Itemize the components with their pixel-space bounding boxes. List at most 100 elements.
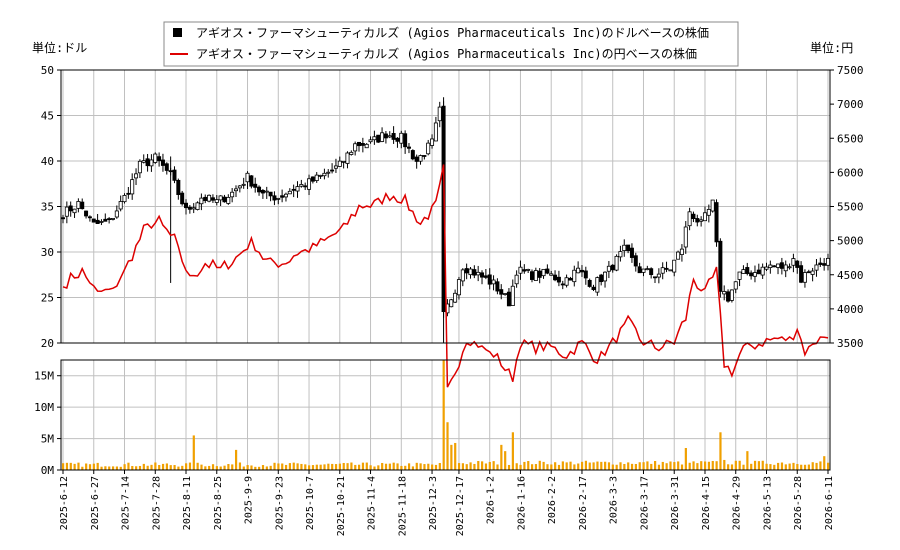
volume-bar	[300, 463, 303, 470]
candle-body	[656, 273, 661, 278]
candle-body	[614, 255, 619, 271]
volume-bar	[773, 464, 776, 470]
volume-bar	[611, 464, 614, 470]
candle-body	[491, 279, 496, 285]
volume-bar	[96, 462, 99, 470]
candle-body	[472, 269, 477, 276]
candle-body	[622, 244, 627, 251]
candle-body	[826, 257, 831, 266]
volume-bars	[62, 360, 830, 470]
volume-bar	[588, 462, 591, 470]
volume-bar	[661, 461, 664, 470]
candle-body	[233, 188, 238, 192]
candle-body	[810, 270, 815, 275]
candle-body	[153, 153, 158, 163]
volume-bar	[358, 464, 361, 470]
volume-bar	[246, 465, 249, 470]
x-tick-label: 2026-4-15	[701, 476, 712, 530]
candle-body	[603, 271, 608, 282]
volume-bar	[538, 460, 541, 470]
volume-bar	[192, 435, 195, 470]
candle-body	[633, 255, 638, 267]
candle-body	[191, 207, 196, 210]
volume-bar	[738, 460, 741, 470]
candle-body	[564, 277, 569, 286]
volume-bar	[188, 462, 192, 470]
volume-bar	[780, 462, 784, 470]
x-tick-label: 2025-8-25	[213, 476, 224, 530]
candle-body	[61, 217, 66, 220]
volume-bar	[650, 463, 653, 470]
volume-bar	[431, 464, 434, 470]
candle-body	[195, 202, 200, 210]
candle-body	[433, 122, 438, 142]
candle-body	[222, 196, 227, 203]
x-tick-label: 2025-11-4	[367, 476, 378, 530]
volume-bar	[92, 463, 95, 470]
volume-bar	[411, 466, 415, 470]
candle-body	[683, 226, 688, 248]
volume-bar	[488, 461, 491, 470]
volume-bar	[665, 463, 668, 470]
volume-bar	[757, 461, 761, 470]
volume-bar	[350, 462, 353, 470]
volume-bar	[454, 442, 457, 470]
volume-bar	[615, 464, 618, 470]
candle-body	[280, 195, 285, 198]
volume-bar	[196, 462, 199, 470]
candle-body	[99, 221, 104, 223]
candle-body	[668, 269, 673, 272]
candle-body	[764, 266, 769, 270]
volume-bar	[234, 449, 238, 470]
volume-tick-label: 5M	[41, 433, 55, 446]
volume-bar	[711, 460, 714, 470]
volume-bar	[442, 360, 445, 470]
legend-usd-label: アギオス・ファーマシューティカルズ (Agios Pharmaceuticals…	[196, 25, 709, 40]
candle-body	[91, 218, 96, 223]
volume-bar	[573, 464, 576, 470]
candle-body	[576, 267, 581, 274]
volume-bar	[484, 463, 488, 470]
volume-bar	[127, 462, 130, 470]
volume-bar	[753, 460, 757, 470]
x-tick-label: 2025-10-21	[336, 476, 347, 536]
candle-body	[729, 289, 734, 301]
volume-bar	[673, 462, 676, 470]
volume-bar	[692, 461, 695, 470]
candle-body	[314, 174, 319, 181]
volume-bar	[523, 461, 526, 470]
legend-box	[163, 21, 739, 67]
volume-tick-label: 0M	[41, 464, 55, 477]
candle-body	[245, 172, 250, 183]
candle-body	[476, 271, 481, 276]
volume-bar	[100, 466, 103, 470]
volume-bar	[111, 466, 115, 470]
volume-bar	[381, 462, 384, 470]
candle-body	[430, 138, 435, 146]
candle-body	[303, 185, 308, 188]
left-tick-label: 20	[41, 337, 54, 350]
candle-body	[87, 216, 92, 219]
volume-bar	[592, 462, 595, 470]
candle-body	[506, 291, 511, 307]
candle-body	[514, 274, 519, 285]
volume-bar	[73, 463, 76, 470]
x-tick-label: 2026-3-3	[609, 476, 620, 524]
candle-body	[529, 271, 534, 280]
candle-body	[203, 196, 208, 201]
volume-bar	[811, 462, 814, 470]
volume-bar	[77, 462, 80, 470]
volume-bar	[719, 432, 722, 470]
x-tick-label: 2026-2-2	[547, 476, 558, 524]
candle-body	[145, 158, 150, 167]
volume-bar	[223, 465, 226, 470]
usd-candles	[61, 97, 831, 343]
volume-bar	[519, 464, 522, 470]
volume-bar	[684, 448, 687, 470]
candle-body	[595, 277, 600, 293]
x-tick-label: 2025-11-18	[397, 476, 408, 536]
candle-body	[418, 155, 423, 162]
candle-body	[526, 268, 531, 271]
volume-bar	[634, 463, 637, 470]
